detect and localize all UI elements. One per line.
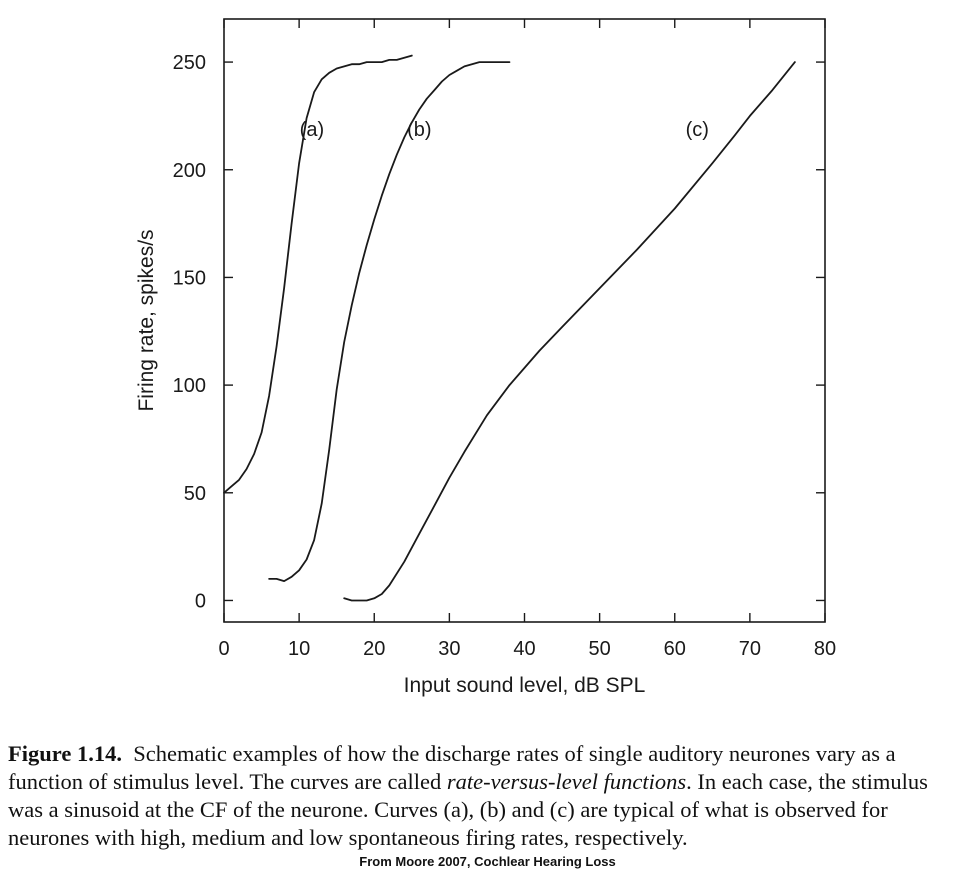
- y-tick-label: 200: [173, 160, 206, 182]
- x-tick-label: 0: [218, 638, 229, 660]
- caption-term: rate-versus-level functions: [446, 769, 687, 794]
- plot-frame: [223, 18, 826, 623]
- curve-label: (a): [300, 119, 324, 141]
- curve-label: (b): [407, 119, 431, 141]
- curve-labels: (a) (b) (c): [300, 119, 709, 141]
- figure-number: Figure 1.14.: [8, 741, 122, 766]
- x-tick-label: 80: [814, 638, 836, 660]
- source-credit: From Moore 2007, Cochlear Hearing Loss: [359, 854, 616, 869]
- x-tick-label: 60: [664, 638, 686, 660]
- y-tick-label: 0: [195, 590, 206, 612]
- y-tick-label: 150: [173, 267, 206, 289]
- caption-text-part-1: Schematic examples of how the discharge …: [8, 741, 896, 794]
- x-tick-label: 30: [438, 638, 460, 660]
- y-tick-label: 100: [173, 375, 206, 397]
- x-tick-label: 20: [363, 638, 385, 660]
- x-tick-label: 40: [513, 638, 535, 660]
- series-line-b: [268, 61, 511, 582]
- y-tick-label: 250: [173, 52, 206, 74]
- x-tick-label: 50: [589, 638, 611, 660]
- caption-text-part-2: . In each case, the stimulus was a sinus…: [8, 769, 928, 850]
- x-tick-label: 70: [739, 638, 761, 660]
- series-line-c: [343, 61, 796, 602]
- x-axis-title: Input sound level, dB SPL: [404, 674, 646, 697]
- series-layer: [223, 54, 796, 602]
- y-axis-ticks: 0 50 100 150 200 250: [173, 52, 825, 612]
- curve-label: (c): [686, 119, 709, 141]
- x-axis-ticks: 0 10 20 30 40 50 60 70 80: [218, 19, 836, 660]
- y-tick-label: 50: [184, 483, 206, 505]
- series-line-a: [223, 54, 413, 494]
- figure-caption: Figure 1.14. Schematic examples of how t…: [8, 740, 968, 852]
- y-axis-title: Firing rate, spikes/s: [135, 229, 158, 411]
- rate-level-chart: 0 10 20 30 40 50 60 70 80 0 50 100 150 200 250 (a) (b)…: [135, 18, 836, 697]
- x-tick-label: 10: [288, 638, 310, 660]
